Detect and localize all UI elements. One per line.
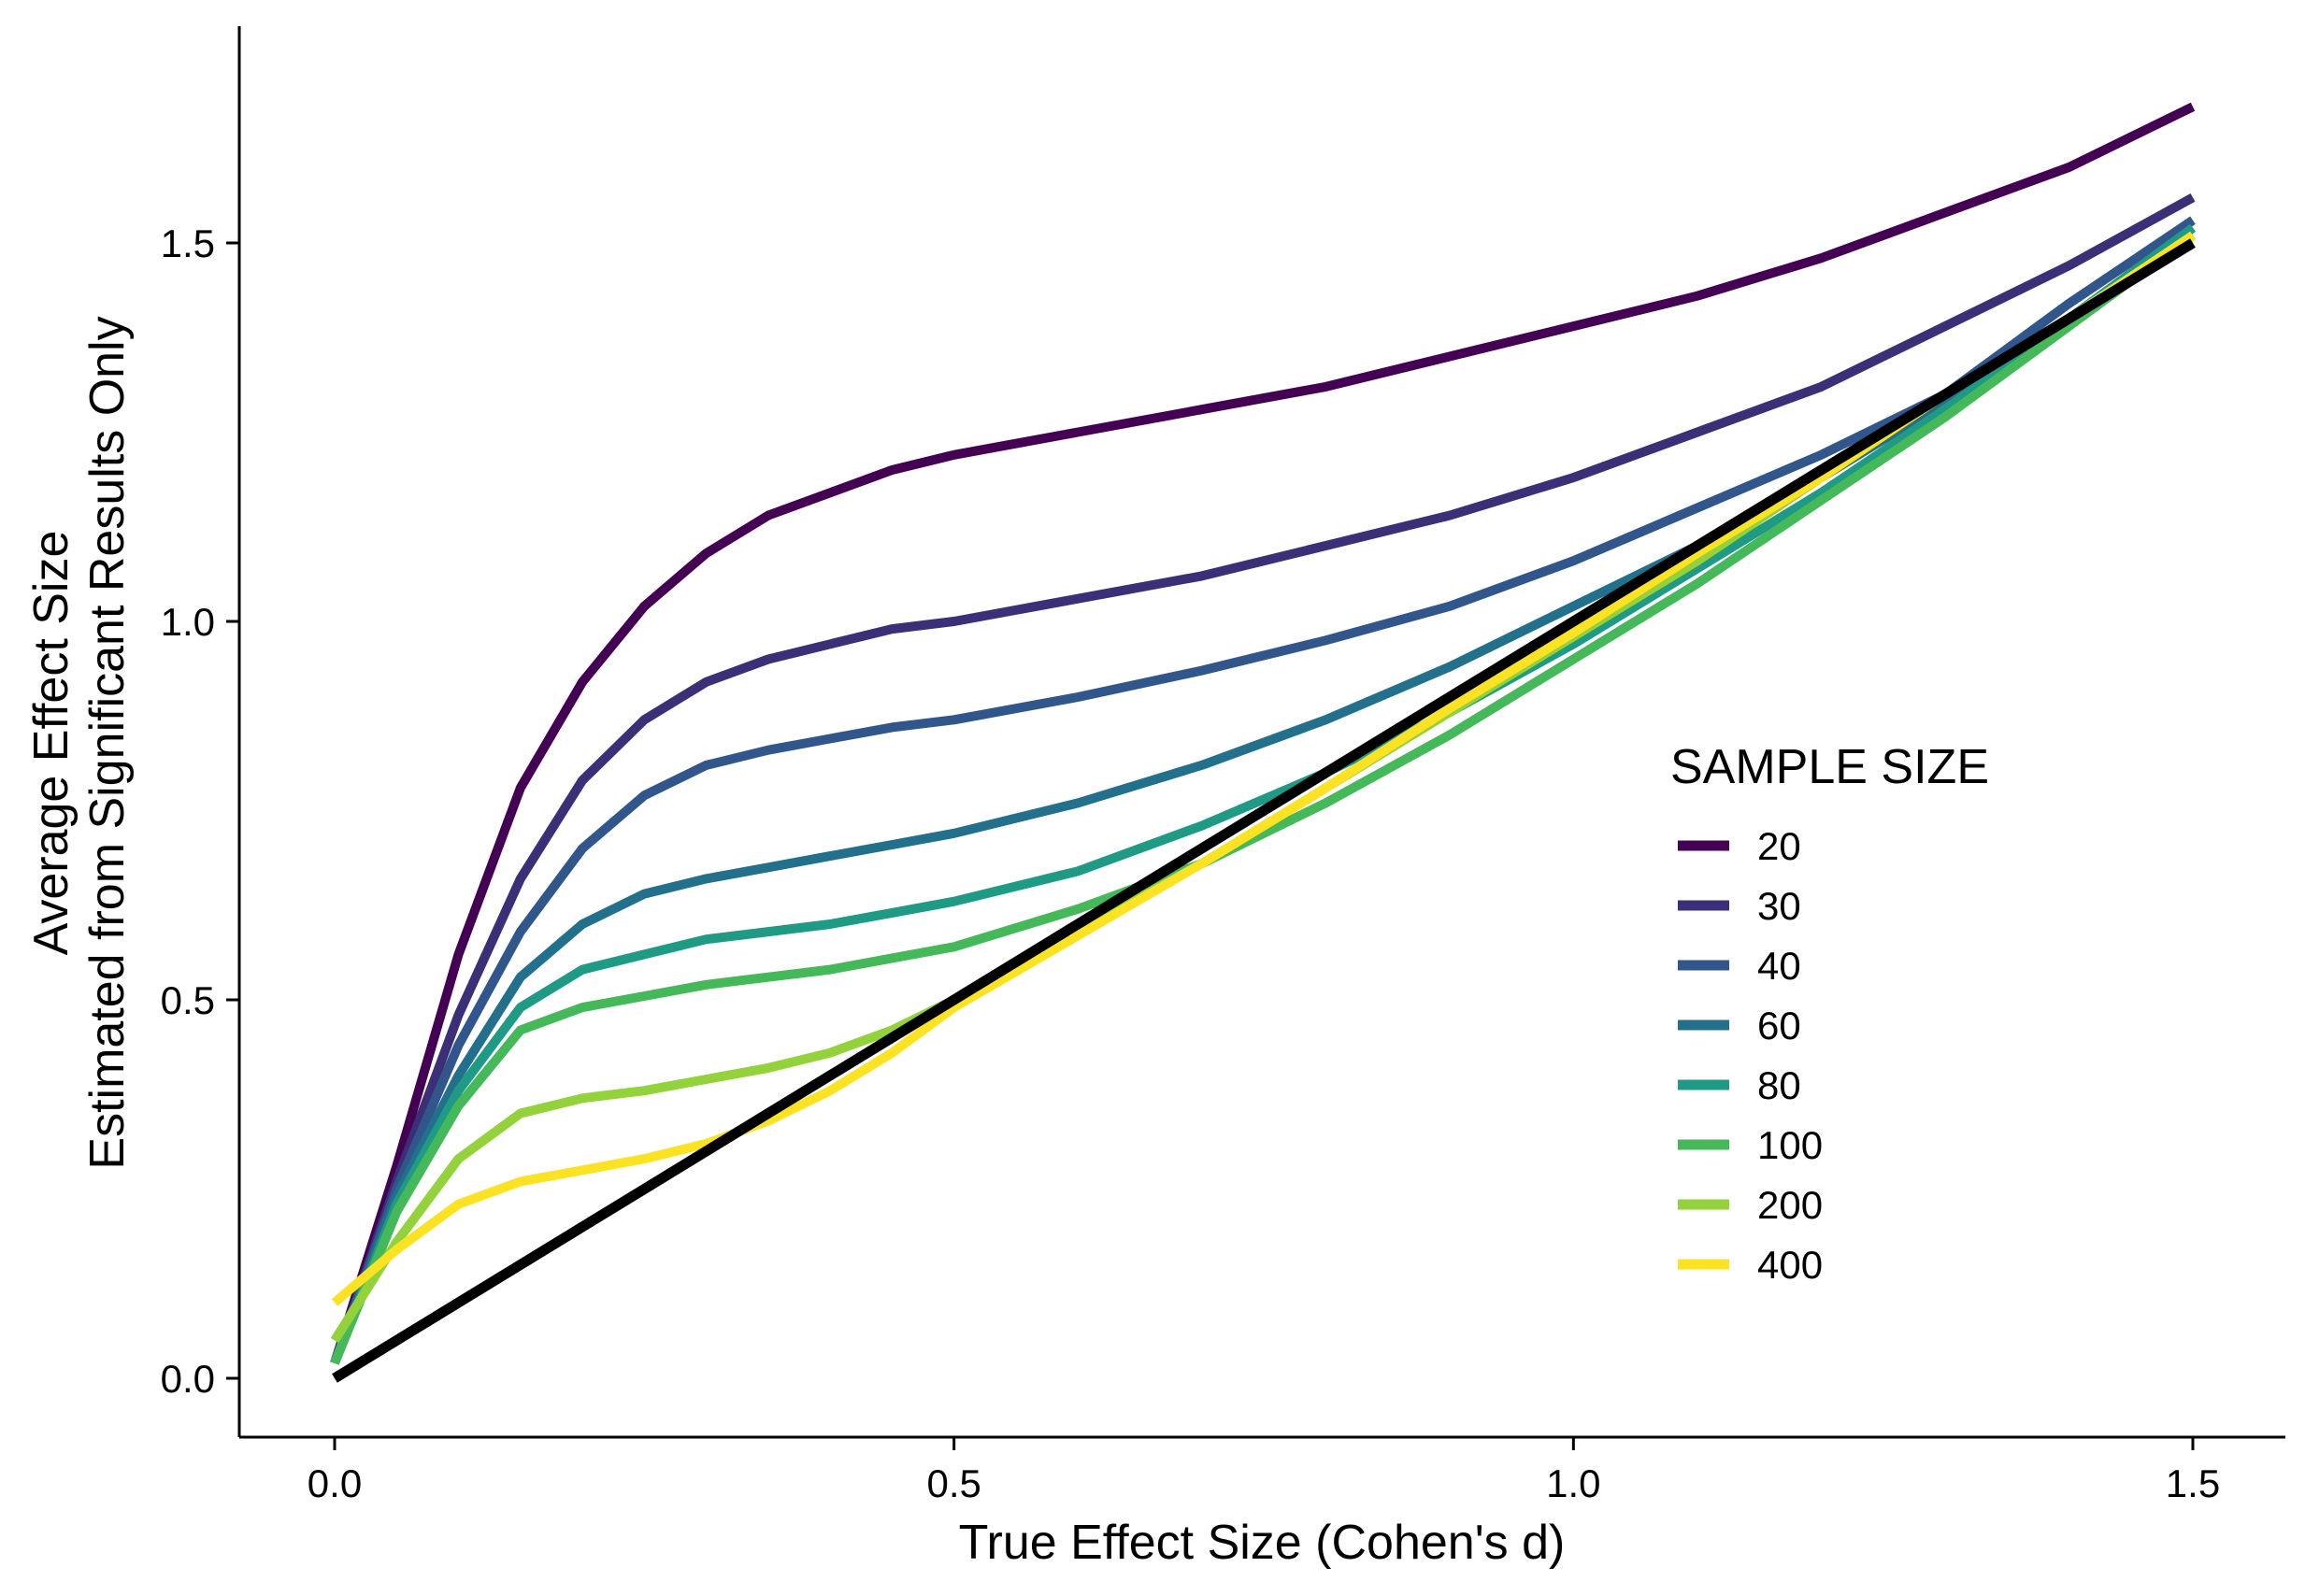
legend-label-60: 60 <box>1757 1004 1801 1047</box>
legend-label-20: 20 <box>1757 824 1801 868</box>
legend-label-40: 40 <box>1757 944 1801 988</box>
legend-label-80: 80 <box>1757 1063 1801 1107</box>
y-tick-label: 1.0 <box>161 600 215 644</box>
legend-label-100: 100 <box>1757 1123 1823 1167</box>
y-axis-title: Average Effect Size <box>24 531 79 956</box>
legend-title: SAMPLE SIZE <box>1670 740 1989 794</box>
x-tick-label: 1.0 <box>1546 1461 1600 1505</box>
x-tick-label: 1.5 <box>2166 1461 2220 1505</box>
axes <box>237 26 2285 1439</box>
x-tick-label: 0.0 <box>308 1461 362 1505</box>
y-axis-title-line-1: Average Effect Size <box>24 531 79 956</box>
y-tick-label: 1.5 <box>161 221 215 265</box>
y-axis-title-2: Estimated from Significant Results Only <box>80 316 135 1169</box>
legend-label-30: 30 <box>1757 884 1801 928</box>
x-ticks: 0.0 0.5 1.0 1.5 <box>308 1437 2220 1505</box>
legend-label-200: 200 <box>1757 1183 1823 1227</box>
plot-lines <box>330 102 2196 1383</box>
x-tick-label: 0.5 <box>926 1461 981 1505</box>
y-ticks: 0.0 0.5 1.0 1.5 <box>161 221 239 1401</box>
series-line-80 <box>330 223 2196 1365</box>
y-tick-label: 0.5 <box>161 978 215 1022</box>
legend-label-400: 400 <box>1757 1243 1823 1287</box>
x-axis-title: True Effect Size (Cohen's d) <box>959 1516 1566 1570</box>
y-tick-label: 0.0 <box>161 1357 215 1401</box>
y-axis-title-line-2: Estimated from Significant Results Only <box>80 316 135 1169</box>
reference-line <box>332 238 2196 1383</box>
series-line-400 <box>331 231 2196 1306</box>
series-line-20 <box>330 102 2196 1365</box>
series-line-100 <box>330 231 2196 1365</box>
legend: SAMPLE SIZE 20 30 40 60 80 100 200 400 <box>1670 740 1989 1287</box>
series-line-40 <box>330 216 2196 1365</box>
series-line-30 <box>330 193 2196 1365</box>
